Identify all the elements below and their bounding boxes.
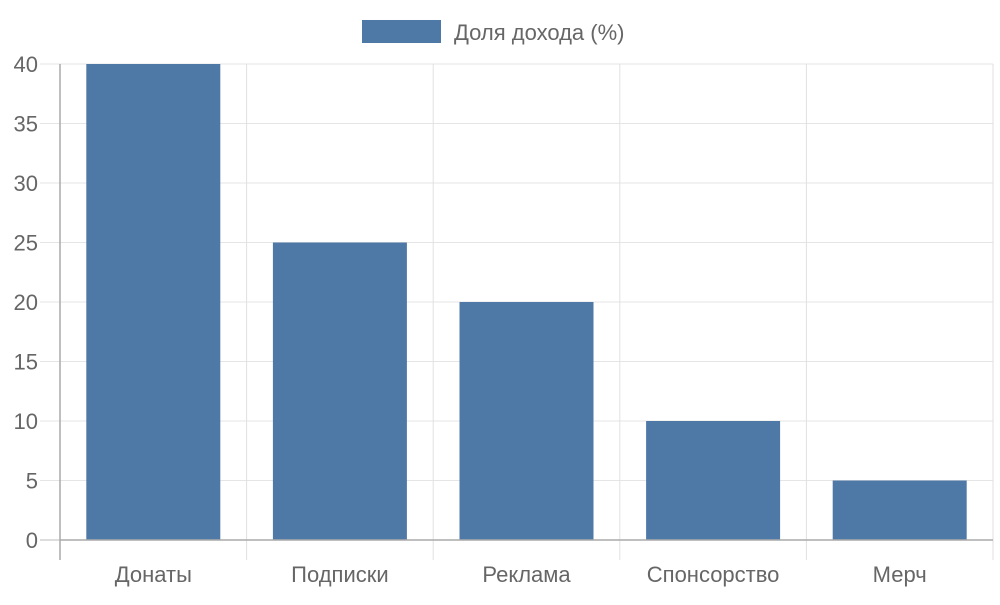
x-tick-label: Реклама <box>482 562 571 587</box>
legend-swatch[interactable] <box>362 20 441 43</box>
bar-5[interactable] <box>832 480 967 541</box>
legend[interactable]: Доля дохода (%) <box>362 20 625 45</box>
y-tick-label: 20 <box>14 290 38 315</box>
bar-2[interactable] <box>272 242 407 541</box>
y-tick-label: 25 <box>14 231 38 256</box>
y-tick-label: 35 <box>14 112 38 137</box>
axes: 0 5 10 15 20 25 30 35 40 Донаты Подписки Реклама Спо… <box>14 52 993 587</box>
x-tick-label: Мерч <box>873 562 927 587</box>
y-tick-label: 30 <box>14 171 38 196</box>
bar-3[interactable] <box>459 302 594 540</box>
y-tick-label: 10 <box>14 409 38 434</box>
y-tick-label: 40 <box>14 52 38 77</box>
x-tick-label: Донаты <box>115 562 192 587</box>
bars <box>86 64 967 541</box>
bar-4[interactable] <box>646 421 781 540</box>
bar-1[interactable] <box>86 64 221 540</box>
y-tick-label: 5 <box>26 469 38 494</box>
y-tick-label: 0 <box>26 528 38 553</box>
x-tick-label: Подписки <box>291 562 389 587</box>
y-tick-label: 15 <box>14 350 38 375</box>
legend-label[interactable]: Доля дохода (%) <box>454 20 625 45</box>
x-tick-label: Спонсорство <box>647 562 780 587</box>
